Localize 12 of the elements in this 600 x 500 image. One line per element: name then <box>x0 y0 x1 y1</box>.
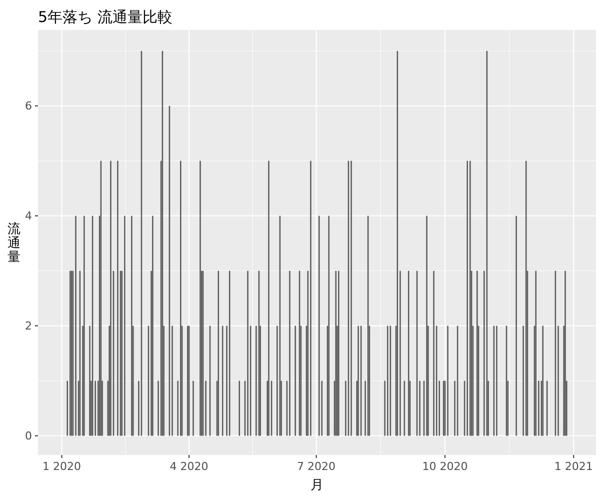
y-tick-label: 0 <box>25 430 32 443</box>
y-axis-title: 流通量 <box>8 221 20 266</box>
x-tick-label: 10 2020 <box>422 460 468 473</box>
x-axis-title: 月 <box>310 478 324 493</box>
x-tick-label: 1 2020 <box>42 460 82 473</box>
y-tick-label: 6 <box>25 100 32 113</box>
x-tick-label: 4 2020 <box>170 460 208 473</box>
chart-title: 5年落ち 流通量比較 <box>38 8 172 26</box>
x-tick-label: 1 2021 <box>554 460 593 473</box>
x-tick-label: 7 2020 <box>297 460 336 473</box>
y-tick-label: 4 <box>25 210 32 223</box>
y-tick-label: 2 <box>25 320 32 333</box>
